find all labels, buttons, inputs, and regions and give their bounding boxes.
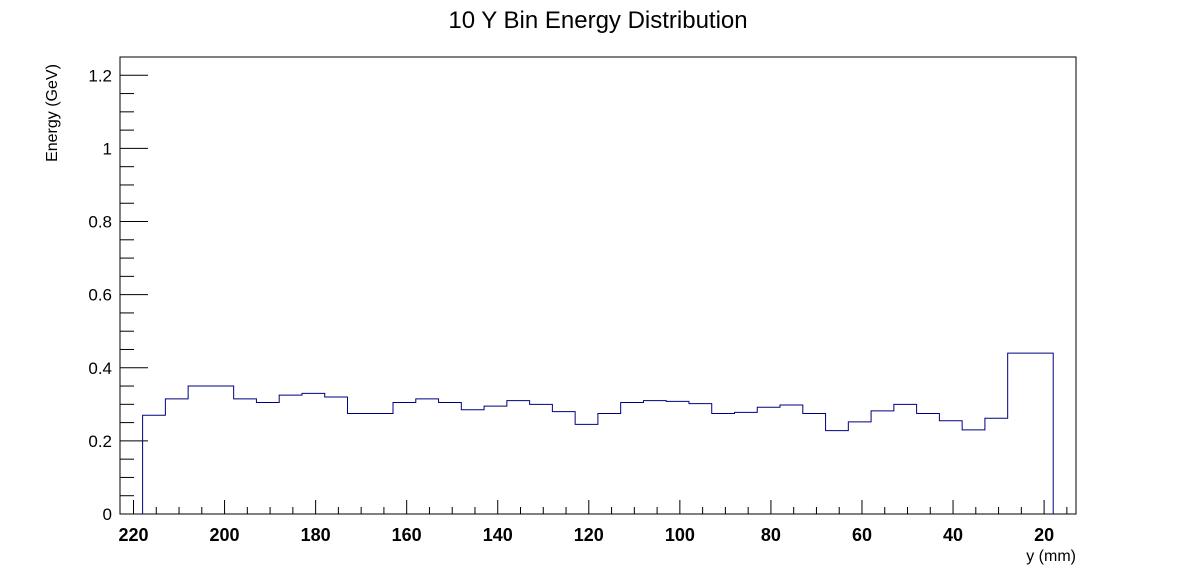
- y-axis-ticks: 0 0.2 0.4 0.6 0.8 1 1.2: [88, 66, 148, 524]
- plot-frame: [119, 56, 1077, 515]
- x-tick-label: 120: [574, 525, 604, 545]
- x-axis-ticks: 220 200 180 160 140 120 100 80 60 40 20: [118, 500, 1068, 545]
- y-tick-label: 0.2: [88, 432, 112, 451]
- x-tick-label: 40: [943, 525, 963, 545]
- x-axis-label: y (mm): [1026, 548, 1076, 565]
- y-axis-label: Energy (GeV): [44, 64, 61, 162]
- histogram-series-line: [142, 352, 1054, 514]
- x-tick-label: 200: [210, 525, 240, 545]
- y-tick-label: 1.2: [88, 66, 112, 85]
- x-tick-label: 60: [852, 525, 872, 545]
- y-tick-label: 0.4: [88, 359, 112, 378]
- x-tick-label: 20: [1034, 525, 1054, 545]
- chart-title: 10 Y Bin Energy Distribution: [448, 7, 747, 34]
- x-tick-label: 220: [118, 525, 148, 545]
- x-tick-label: 100: [665, 525, 695, 545]
- x-tick-label: 140: [483, 525, 513, 545]
- x-tick-label: 160: [392, 525, 422, 545]
- y-tick-label: 0.6: [88, 286, 112, 305]
- y-tick-label: 0: [103, 505, 112, 524]
- x-tick-label: 180: [301, 525, 331, 545]
- y-tick-label: 0.8: [88, 213, 112, 232]
- x-tick-label: 80: [761, 525, 781, 545]
- y-tick-label: 1: [103, 139, 112, 158]
